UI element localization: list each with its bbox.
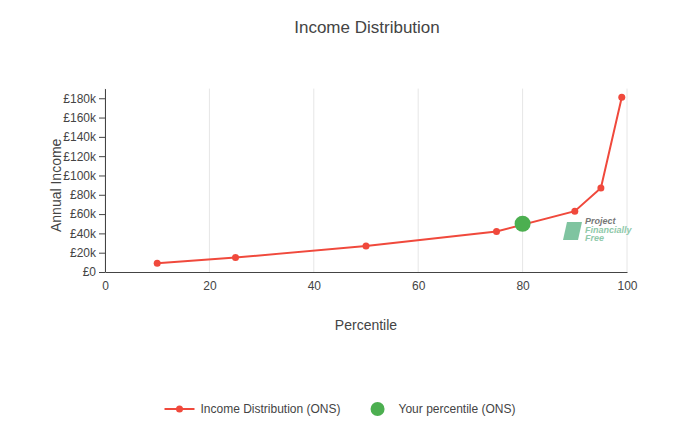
marker bbox=[597, 185, 604, 192]
y-tick: £140k bbox=[63, 130, 105, 144]
x-axis-title: Percentile bbox=[335, 317, 397, 333]
y-axis: £0 £20k £40k £60k £80k £100k £120k £140k £160k £1… bbox=[63, 89, 105, 279]
grid-line bbox=[313, 89, 314, 272]
y-tick-mark bbox=[99, 195, 105, 196]
y-tick: £120k bbox=[63, 150, 105, 164]
x-tick: 0 bbox=[102, 272, 109, 293]
x-axis: 0 20 40 60 80 100 bbox=[102, 272, 638, 293]
y-tick-mark bbox=[99, 98, 105, 99]
y-tick-mark bbox=[99, 272, 105, 273]
watermark: ProjectFinanciallyFree bbox=[563, 216, 633, 243]
y-tick-label: £0 bbox=[83, 265, 97, 279]
y-tick-label: £60k bbox=[70, 207, 97, 221]
chart: 0 20 40 60 80 100 £0 £20k £40k £60k £80k £100k £120k… bbox=[0, 0, 680, 429]
x-tick-label: 20 bbox=[203, 279, 217, 293]
y-tick: £60k bbox=[70, 207, 105, 221]
y-tick-mark bbox=[99, 233, 105, 234]
y-tick-mark bbox=[99, 214, 105, 215]
x-tick-label: 100 bbox=[617, 279, 637, 293]
point bbox=[515, 216, 531, 232]
grid-line bbox=[209, 89, 210, 272]
legend-symbol bbox=[371, 402, 385, 416]
watermark-text: Free bbox=[585, 233, 604, 243]
legend-label: Your percentile (ONS) bbox=[399, 402, 516, 416]
y-tick-label: £140k bbox=[63, 130, 97, 144]
y-tick-mark bbox=[99, 137, 105, 138]
x-tick-label: 0 bbox=[102, 279, 109, 293]
title: Income Distribution bbox=[294, 18, 440, 37]
x-axis-line bbox=[106, 272, 628, 273]
y-tick: £0 bbox=[83, 265, 105, 279]
y-axis-title: Annual Income bbox=[48, 138, 64, 232]
marker bbox=[571, 208, 578, 215]
marker bbox=[232, 254, 239, 261]
y-tick-mark bbox=[99, 118, 105, 119]
x-tick: 100 bbox=[617, 272, 637, 293]
line bbox=[157, 97, 622, 263]
marker bbox=[618, 94, 625, 101]
y-tick: £100k bbox=[63, 169, 105, 183]
grid-line bbox=[105, 89, 106, 272]
legend-symbol bbox=[176, 406, 183, 413]
grid-line bbox=[418, 89, 419, 272]
y-tick-label: £160k bbox=[63, 111, 97, 125]
y-tick-label: £20k bbox=[70, 246, 97, 260]
y-tick-label: £120k bbox=[63, 150, 97, 164]
marker bbox=[493, 228, 500, 235]
legend-item: Income Distribution (ONS) bbox=[165, 402, 341, 416]
y-tick-mark bbox=[99, 156, 105, 157]
y-axis-line bbox=[105, 89, 106, 272]
background bbox=[0, 0, 680, 429]
legend-item: Your percentile (ONS) bbox=[371, 402, 516, 416]
x-tick: 80 bbox=[516, 272, 530, 293]
y-tick-mark bbox=[99, 253, 105, 254]
y-tick-label: £80k bbox=[70, 188, 97, 202]
grid bbox=[105, 89, 627, 272]
legend-label: Income Distribution (ONS) bbox=[201, 402, 341, 416]
y-tick: £180k bbox=[63, 92, 105, 106]
x-tick: 20 bbox=[203, 272, 217, 293]
y-tick: £20k bbox=[70, 246, 105, 260]
x-tick-label: 80 bbox=[516, 279, 530, 293]
watermark-icon bbox=[563, 222, 582, 240]
y-tick: £160k bbox=[63, 111, 105, 125]
marker bbox=[154, 260, 161, 267]
x-tick-label: 40 bbox=[308, 279, 322, 293]
x-tick-label: 60 bbox=[412, 279, 426, 293]
y-tick-label: £100k bbox=[63, 169, 97, 183]
y-tick-mark bbox=[99, 175, 105, 176]
x-tick: 60 bbox=[412, 272, 426, 293]
marker bbox=[363, 242, 370, 249]
legend: Income Distribution (ONS) Your percentile… bbox=[165, 402, 516, 416]
grid-line bbox=[627, 89, 628, 272]
y-tick-label: £180k bbox=[63, 92, 97, 106]
x-tick: 40 bbox=[308, 272, 322, 293]
plot-area bbox=[154, 94, 626, 267]
y-tick: £80k bbox=[70, 188, 105, 202]
y-tick: £40k bbox=[70, 227, 105, 241]
y-tick-label: £40k bbox=[70, 227, 97, 241]
grid-line bbox=[522, 89, 523, 272]
